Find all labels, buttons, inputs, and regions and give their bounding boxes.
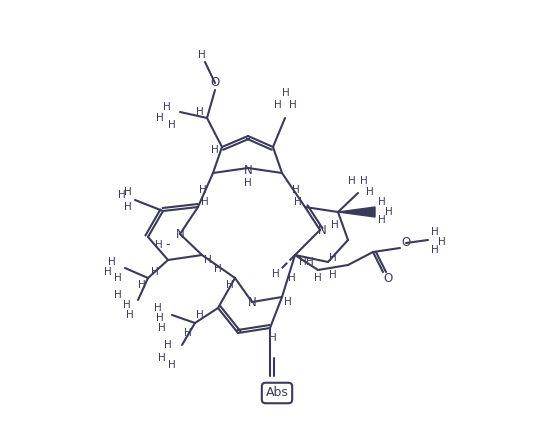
Text: H: H: [196, 310, 204, 320]
Text: H: H: [282, 88, 290, 98]
Text: H: H: [184, 328, 192, 338]
Text: H: H: [204, 255, 212, 265]
Text: H: H: [123, 300, 131, 310]
Text: H: H: [269, 333, 277, 343]
Text: H: H: [288, 273, 296, 283]
Text: H: H: [198, 50, 206, 60]
Text: H: H: [348, 176, 356, 186]
Text: H: H: [378, 197, 386, 207]
Text: H: H: [155, 240, 163, 250]
Text: N: N: [317, 224, 326, 237]
Text: H: H: [329, 253, 337, 263]
Text: H: H: [151, 267, 159, 277]
Text: -: -: [166, 239, 170, 252]
Text: H: H: [104, 267, 112, 277]
Text: H: H: [168, 120, 176, 130]
Text: H: H: [306, 257, 314, 267]
Text: H: H: [431, 245, 439, 255]
Text: H: H: [284, 297, 292, 307]
Text: H: H: [299, 257, 307, 267]
Text: H: H: [114, 273, 122, 283]
Text: H: H: [378, 215, 386, 225]
Text: H: H: [196, 107, 204, 117]
Text: H: H: [244, 178, 252, 188]
Text: N: N: [248, 295, 256, 308]
Text: H: H: [385, 207, 393, 217]
Text: H: H: [156, 113, 164, 123]
Text: N: N: [175, 228, 184, 240]
Text: H: H: [163, 102, 171, 112]
Text: H: H: [158, 353, 166, 363]
Text: H: H: [126, 310, 134, 320]
Text: O: O: [383, 271, 393, 284]
Text: H: H: [366, 187, 374, 197]
Text: H: H: [201, 197, 209, 207]
Text: Abs: Abs: [266, 387, 289, 400]
Text: O: O: [402, 236, 411, 249]
Text: H: H: [118, 190, 126, 200]
Text: H: H: [156, 313, 164, 323]
Text: H: H: [314, 273, 322, 283]
Text: H: H: [138, 280, 146, 290]
Text: H: H: [164, 340, 172, 350]
Text: O: O: [211, 76, 219, 89]
Text: H: H: [211, 145, 219, 155]
Text: H: H: [214, 264, 222, 274]
Polygon shape: [338, 207, 375, 217]
Text: H: H: [331, 220, 339, 230]
Text: H: H: [199, 185, 207, 195]
Text: H: H: [431, 227, 439, 237]
Text: H: H: [158, 323, 166, 333]
Text: H: H: [168, 360, 176, 370]
Text: H: H: [438, 237, 446, 247]
Text: H: H: [124, 202, 132, 212]
Text: H: H: [124, 187, 132, 197]
Text: N: N: [243, 164, 252, 177]
Text: H: H: [114, 290, 122, 300]
Text: H: H: [360, 176, 368, 186]
Text: H: H: [226, 280, 234, 290]
Text: H: H: [294, 197, 302, 207]
Text: H: H: [108, 257, 116, 267]
Text: H: H: [292, 185, 300, 195]
Text: H: H: [274, 100, 282, 110]
Text: H: H: [272, 269, 280, 279]
Text: H: H: [154, 303, 162, 313]
Text: H: H: [289, 100, 297, 110]
Text: H: H: [329, 270, 337, 280]
